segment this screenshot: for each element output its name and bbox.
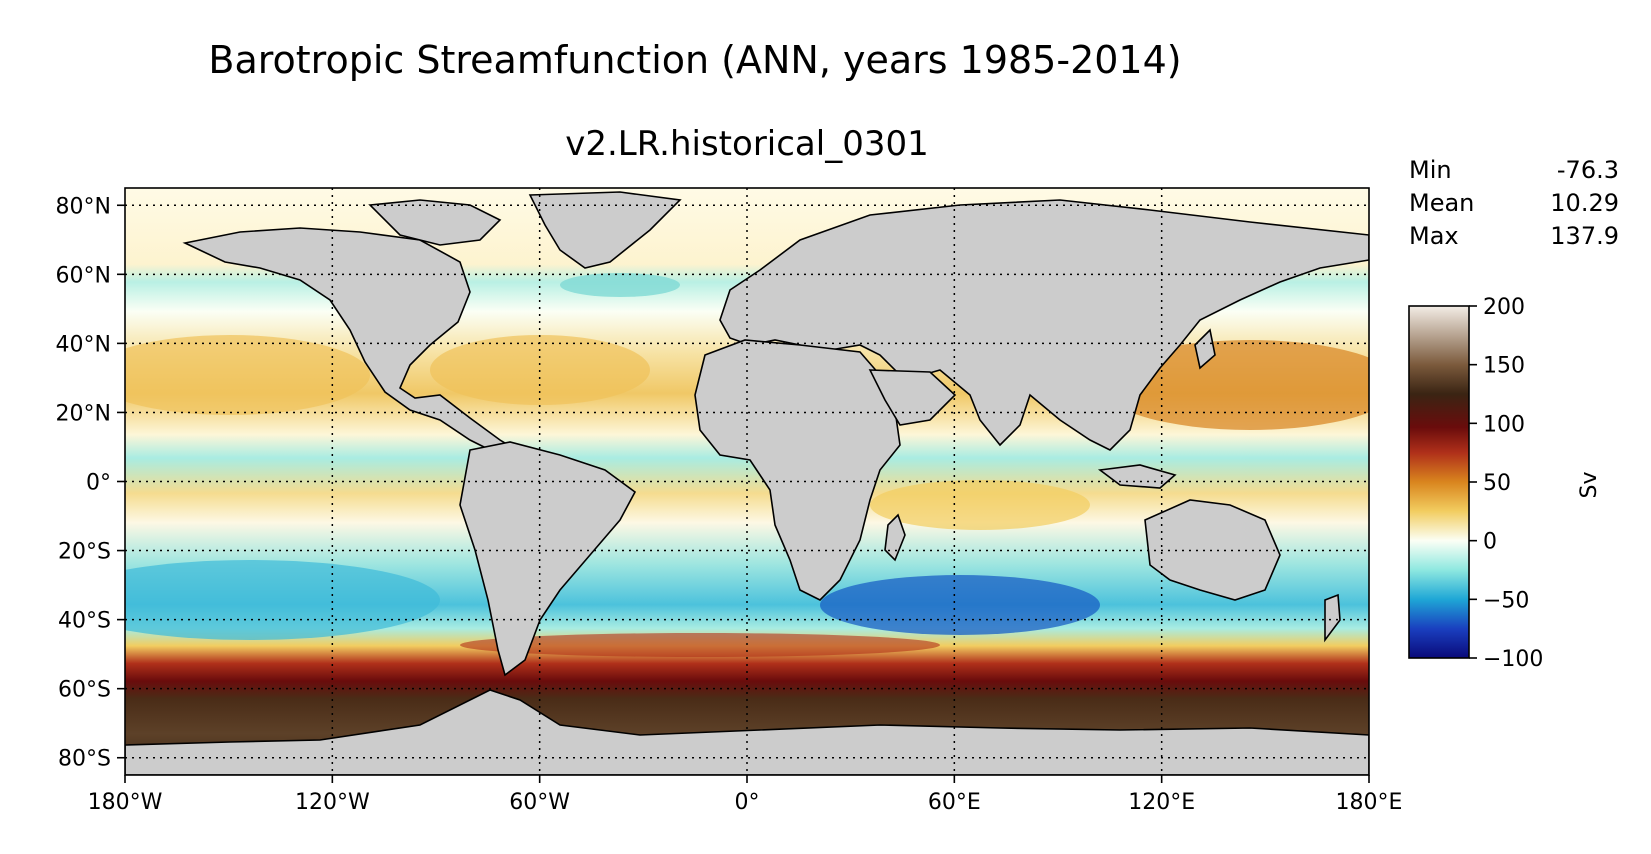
acc-front — [460, 633, 940, 657]
lon-tick-label: 120°E — [1128, 790, 1195, 815]
colorbar-tick-label: −50 — [1483, 588, 1529, 613]
lon-tick-label: 60°W — [509, 790, 570, 815]
chart-title: Barotropic Streamfunction (ANN, years 19… — [208, 38, 1182, 82]
agulhas-return — [820, 575, 1100, 635]
stat-mean-value: 10.29 — [1550, 189, 1619, 217]
japan — [1194, 328, 1216, 370]
eurasia — [719, 199, 1369, 451]
longitude-axis: 180°W 120°W 60°W 0° 60°E 120°E 180°E — [88, 775, 1403, 815]
stat-mean-label: Mean — [1409, 189, 1475, 217]
lat-tick-label: 80°S — [58, 747, 111, 772]
colorbar-ticks: 200 150 100 50 0 −50 −100 — [1469, 295, 1543, 672]
colorbar-gradient — [1408, 305, 1470, 659]
lon-tick-label: 60°E — [928, 790, 981, 815]
lon-tick-label: 120°W — [295, 790, 370, 815]
stat-min-label: Min — [1409, 156, 1452, 184]
madagascar — [884, 513, 906, 562]
maritime-continent — [1097, 464, 1177, 489]
arabia — [868, 369, 957, 426]
map-gridlines — [125, 188, 1369, 775]
colorbar-tick-label: 0 — [1483, 530, 1497, 555]
lat-tick-label: 40°S — [58, 609, 111, 634]
north-pacific-gyre — [125, 335, 370, 415]
lat-tick-label: 60°S — [58, 678, 111, 703]
new-zealand — [1324, 593, 1341, 643]
chart-subtitle: v2.LR.historical_0301 — [565, 124, 929, 164]
stat-max-value: 137.9 — [1550, 222, 1619, 250]
lat-tick-label: 40°N — [56, 332, 111, 357]
lon-tick-label: 0° — [735, 790, 760, 815]
lon-tick-label: 180°E — [1336, 790, 1403, 815]
lat-tick-label: 60°N — [56, 263, 111, 288]
arctic-islands — [368, 199, 502, 246]
lon-tick-label: 180°W — [88, 790, 163, 815]
south-america — [459, 441, 637, 677]
colorbar-tick-label: 100 — [1483, 412, 1525, 437]
colorbar: 200 150 100 50 0 −50 −100 Sv — [1408, 295, 1602, 672]
north-america — [182, 227, 523, 456]
indian-ocean-gyre — [870, 480, 1090, 530]
australia — [1144, 499, 1281, 601]
latitude-axis: 80°N 60°N 40°N 20°N 0° 20°S 40°S 60°S 80°S — [56, 194, 125, 772]
lat-tick-label: 20°N — [56, 401, 111, 426]
greenland — [528, 191, 682, 269]
stat-min-value: -76.3 — [1556, 156, 1619, 184]
subpolar-gyre — [560, 273, 680, 297]
colorbar-label: Sv — [1577, 472, 1602, 499]
colorbar-tick-label: 150 — [1483, 354, 1525, 379]
colorbar-tick-label: 200 — [1483, 295, 1525, 320]
lat-tick-label: 0° — [86, 471, 111, 496]
lat-tick-label: 80°N — [56, 194, 111, 219]
lat-tick-label: 20°S — [58, 540, 111, 565]
continents — [125, 191, 1369, 775]
south-pacific-gyre — [125, 560, 440, 640]
kuroshio-gyre — [1100, 340, 1369, 430]
colorbar-tick-label: 50 — [1483, 471, 1511, 496]
antarctica — [125, 689, 1369, 775]
map-panel — [125, 188, 1369, 775]
stat-max-label: Max — [1409, 222, 1459, 250]
colorbar-tick-label: −100 — [1483, 647, 1543, 672]
